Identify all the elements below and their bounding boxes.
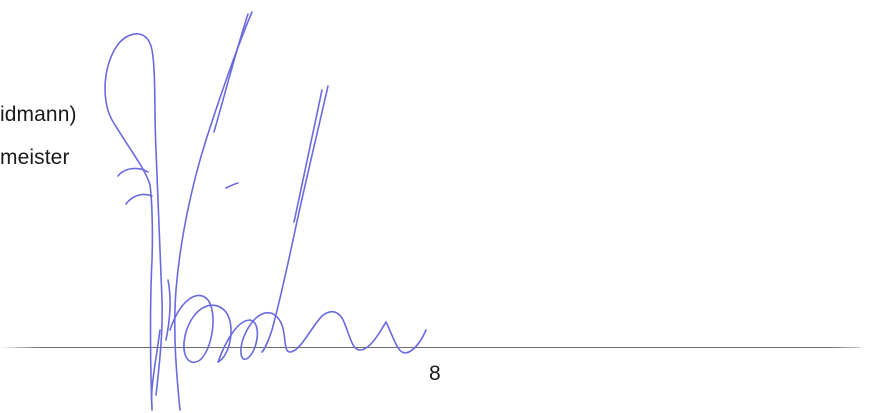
divider-fade-right [830, 345, 878, 351]
page-number: 8 [429, 362, 441, 385]
signatory-title-text: meister [0, 146, 70, 169]
divider-fade-left [0, 345, 40, 351]
footer-divider-line [0, 347, 860, 348]
signatory-name-text: idmann) [0, 103, 77, 126]
